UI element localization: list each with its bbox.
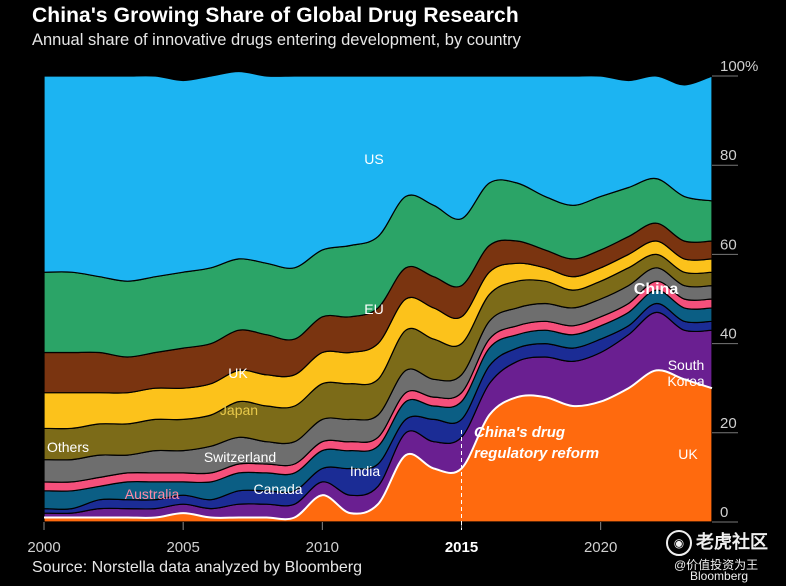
x-tick-label: 2005 <box>166 539 199 556</box>
label-india: India <box>350 463 381 479</box>
label-south-korea-line2: Korea <box>667 373 705 389</box>
chart-title: China's Growing Share of Global Drug Res… <box>32 4 519 27</box>
x-tick-label: 2020 <box>584 539 617 556</box>
label-south-korea-line1: South <box>668 357 705 373</box>
area-us <box>43 70 713 282</box>
y-tick-label: 60 <box>720 236 737 253</box>
y-tick-label: 80 <box>720 147 737 164</box>
y-tick-label: 20 <box>720 415 737 432</box>
watermark-brand: Bloomberg <box>690 569 749 583</box>
y-tick-label: 0 <box>720 504 728 521</box>
label-uk: UK <box>678 446 698 462</box>
x-tick-label: 2000 <box>27 539 60 556</box>
x-tick-label: 2015 <box>445 539 478 556</box>
area-layers <box>43 70 713 523</box>
label-eu: EU <box>364 301 383 317</box>
source-note: Source: Norstella data analyzed by Bloom… <box>32 559 362 576</box>
label-australia: Australia <box>125 486 180 502</box>
x-axis: 2000 2005 2010 2015 2020 <box>27 522 617 556</box>
paw-icon: ◉ <box>666 530 692 557</box>
annotation-text-line1: China's drug <box>474 424 565 441</box>
label-others: Others <box>47 439 89 455</box>
label-japan: Japan <box>220 402 258 418</box>
watermark-main: ◉ 老虎社区 <box>666 528 768 557</box>
y-tick-label: 100% <box>720 58 758 75</box>
annotation-text-line2: regulatory reform <box>474 445 599 462</box>
label-us: US <box>364 151 383 167</box>
label-china: China <box>634 281 679 298</box>
y-tick-label: 40 <box>720 326 737 343</box>
watermark-handle: @价值投资为王 <box>674 558 759 572</box>
x-tick-label: 2010 <box>306 539 339 556</box>
label-uk: UK <box>228 365 248 381</box>
label-switzerland: Switzerland <box>204 449 276 465</box>
y-axis: 0 20 40 60 80 100% <box>712 58 758 523</box>
chart-subtitle: Annual share of innovative drugs enterin… <box>32 31 521 49</box>
watermark-main-text: 老虎社区 <box>696 532 768 552</box>
china-outline <box>43 369 713 521</box>
label-canada: Canada <box>253 481 302 497</box>
